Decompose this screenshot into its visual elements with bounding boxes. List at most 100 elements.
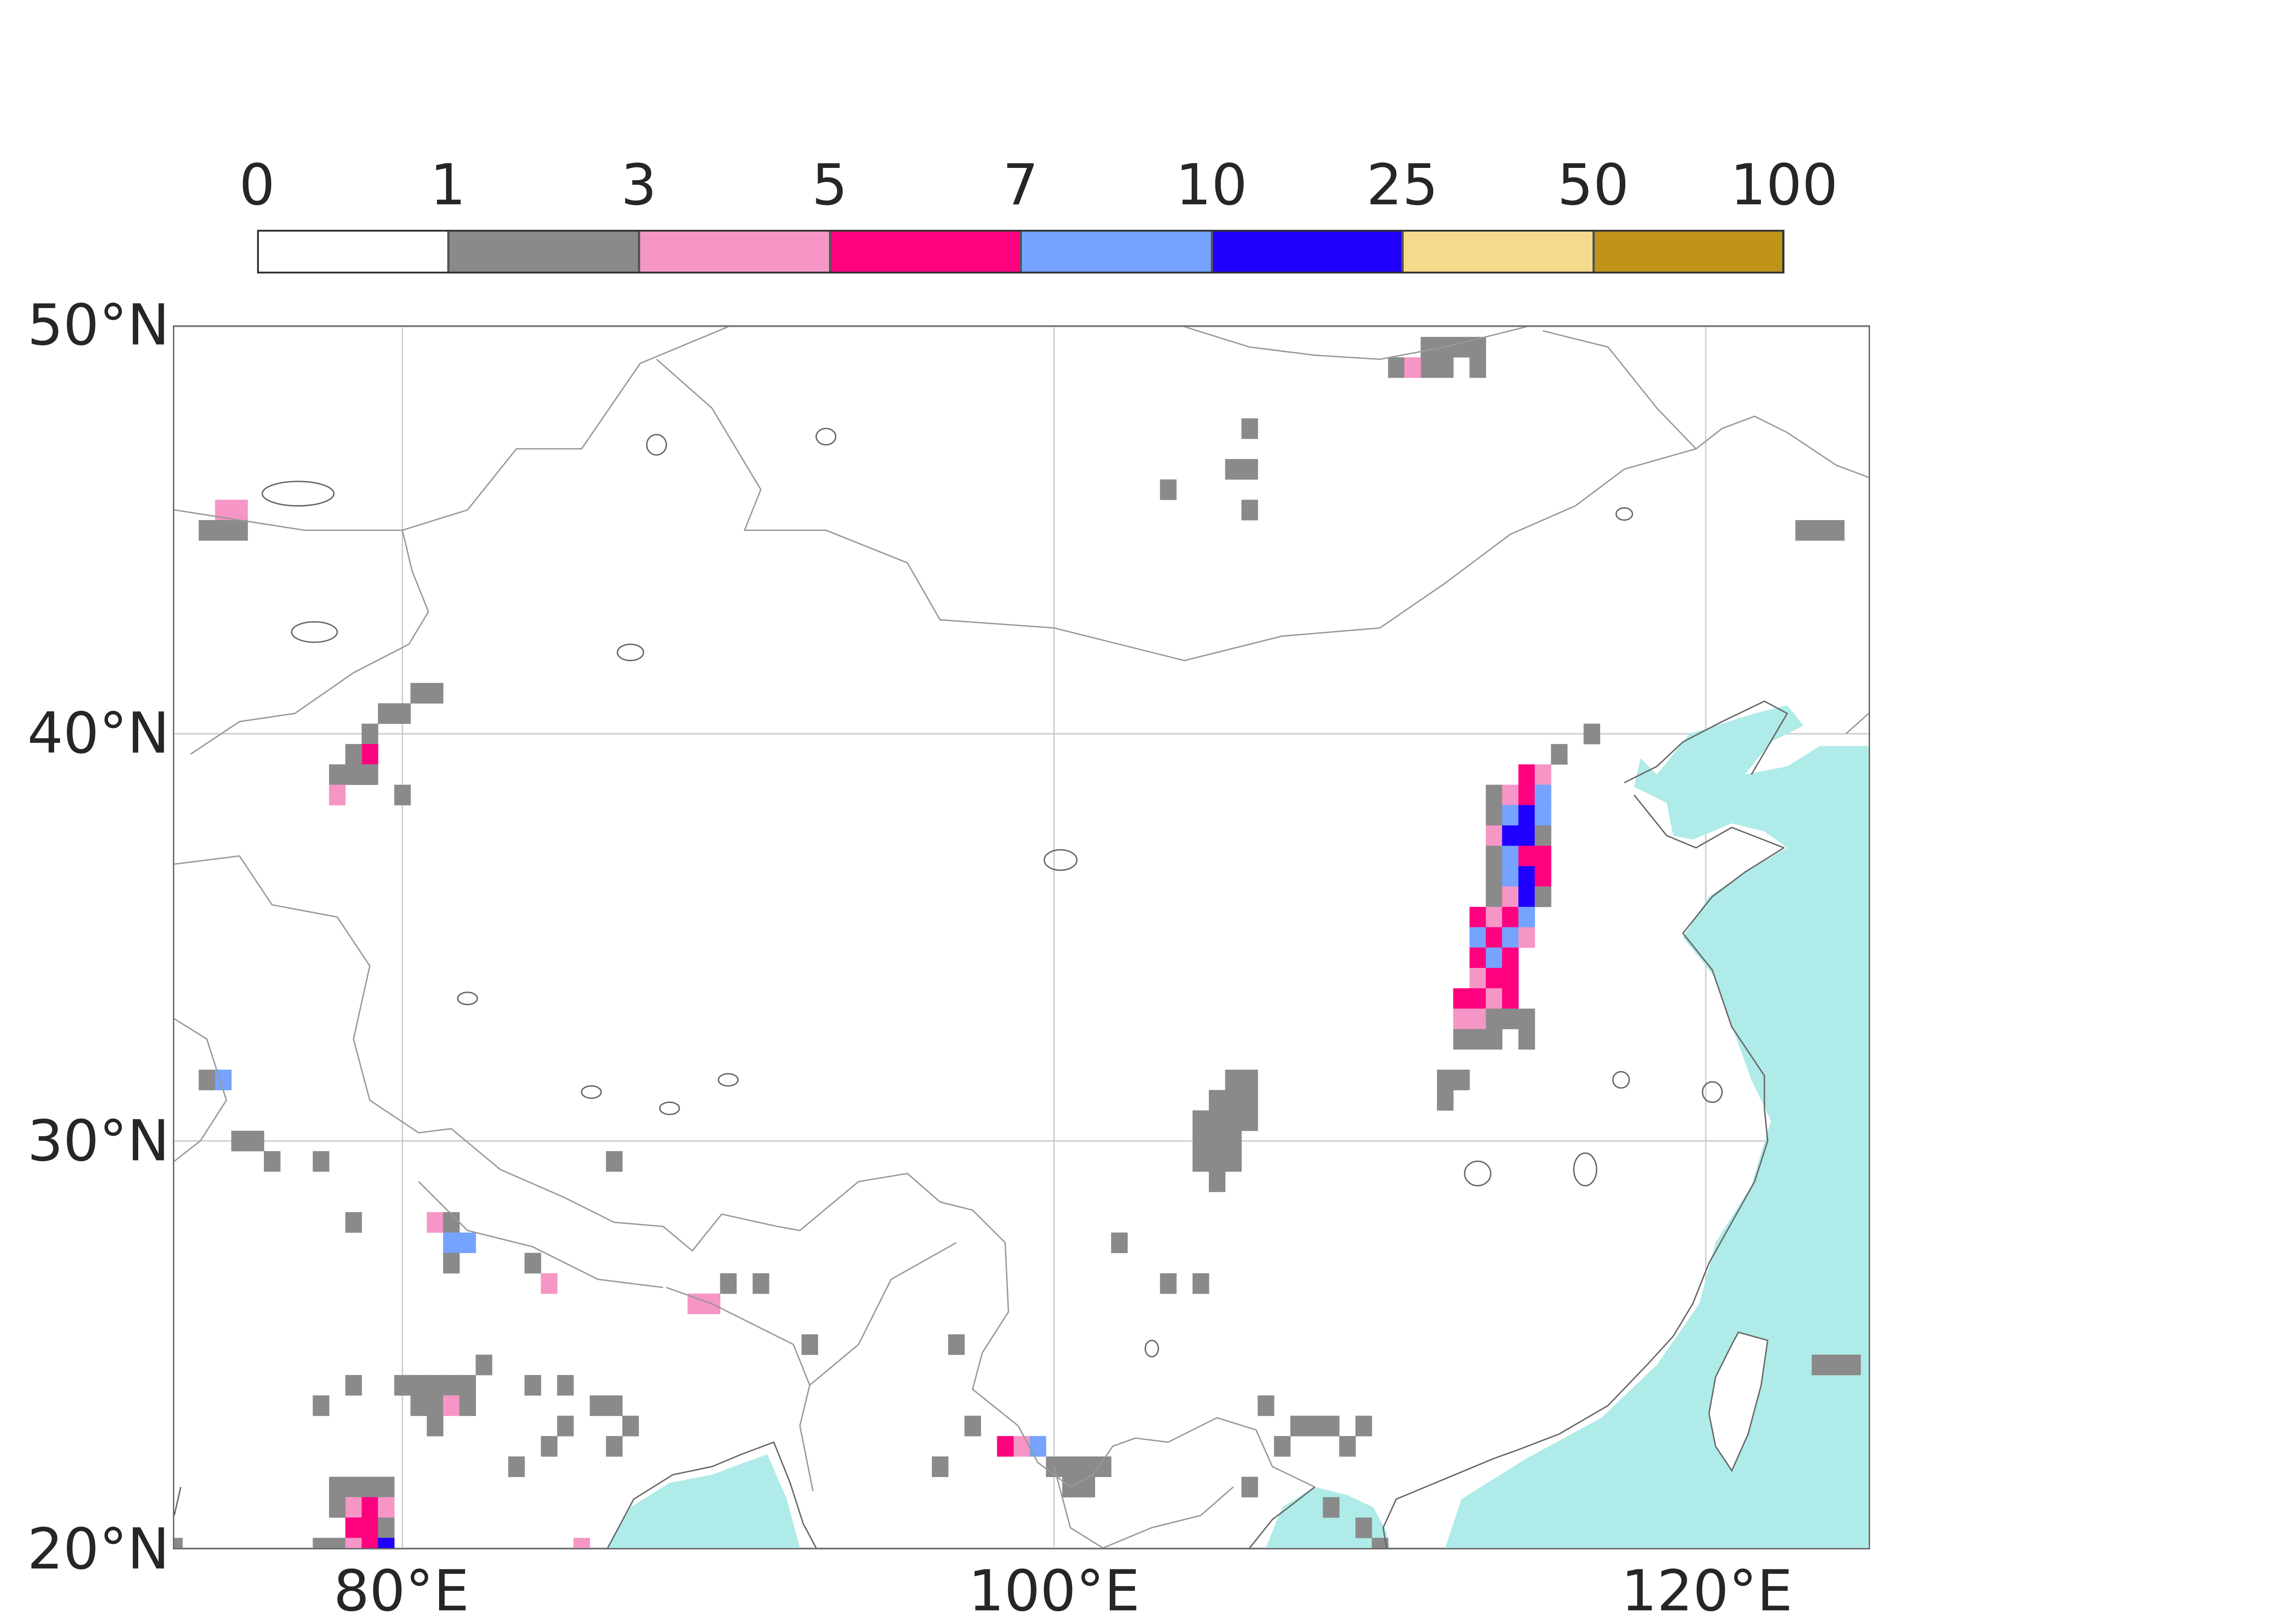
value-cell (1241, 500, 1258, 521)
value-cell (1241, 1069, 1258, 1091)
value-cell (1502, 988, 1519, 1009)
value-cell (1421, 357, 1437, 378)
value-cell (948, 1334, 965, 1355)
border-mongolia (656, 330, 1697, 662)
value-cell (1208, 1171, 1226, 1192)
value-cell (378, 1497, 395, 1518)
value-cell (329, 1497, 346, 1518)
value-cell (443, 1232, 460, 1253)
value-cell (1502, 825, 1519, 846)
value-cell (1469, 906, 1486, 928)
colorbar-swatch-5 (1211, 230, 1403, 273)
taiwan-island (1708, 1331, 1769, 1472)
value-cell (378, 1477, 395, 1498)
value-cell (524, 1375, 541, 1396)
value-cell (329, 1477, 346, 1498)
value-cell (1518, 845, 1535, 867)
value-cell (1241, 1110, 1258, 1131)
value-cell (1811, 1355, 1829, 1376)
value-cell (345, 764, 362, 785)
value-cell (248, 1130, 264, 1152)
value-cell (964, 1416, 981, 1437)
value-cell (1828, 1355, 1845, 1376)
border-russia-north (1184, 327, 1527, 360)
value-cell (215, 520, 232, 541)
value-cell (1795, 520, 1812, 541)
coastlines (174, 327, 1869, 1548)
value-cell (1518, 906, 1535, 928)
value-cell (427, 1395, 444, 1416)
value-cell (1241, 459, 1258, 480)
lake-outline (1573, 1152, 1598, 1187)
value-cell (1502, 845, 1519, 867)
value-cell (361, 1517, 379, 1538)
value-cell (231, 520, 248, 541)
value-cell (410, 1395, 427, 1416)
border-south-asia (174, 1018, 228, 1162)
value-cell (541, 1436, 558, 1457)
value-cell (1502, 906, 1519, 928)
value-cell (1258, 1395, 1274, 1416)
lake-outline (617, 643, 644, 662)
value-cell (263, 1151, 281, 1172)
value-cell (1518, 1029, 1535, 1050)
value-cell (1486, 1029, 1502, 1050)
value-cell (606, 1436, 623, 1457)
value-cell (1534, 886, 1552, 907)
value-cell (459, 1395, 476, 1416)
gridlines (174, 327, 1869, 1548)
colorbar-tick-label: 7 (1002, 152, 1039, 218)
value-cell (1225, 1130, 1242, 1152)
coast-tonkin (1249, 1486, 1315, 1548)
value-cell (345, 1538, 362, 1548)
value-cell (459, 1375, 476, 1396)
value-cell (361, 744, 379, 765)
value-cell (1486, 1008, 1502, 1029)
value-cell (1306, 1416, 1324, 1437)
value-cell (427, 683, 444, 704)
value-cell (1225, 1151, 1242, 1172)
value-cell (1013, 1436, 1030, 1457)
colorbar-swatch-1 (448, 230, 639, 273)
value-cell (427, 1375, 444, 1396)
value-cell (687, 1293, 704, 1315)
value-cell (1518, 825, 1535, 846)
value-cell (1502, 886, 1519, 907)
value-cell (590, 1395, 607, 1416)
value-cell (1323, 1497, 1340, 1518)
value-cell (459, 1232, 476, 1253)
value-cell (1518, 764, 1535, 785)
coast-bengal (607, 1441, 817, 1548)
value-cell (1192, 1130, 1209, 1152)
lake-outline (659, 1101, 680, 1115)
value-cell (1241, 418, 1258, 439)
value-cell (1502, 866, 1519, 887)
value-cell (1486, 947, 1502, 968)
lake-outline (646, 434, 667, 456)
value-cell (1355, 1517, 1372, 1538)
value-cell (1486, 784, 1502, 805)
value-cell (1828, 520, 1845, 541)
value-cell (1192, 1151, 1209, 1172)
value-cell (394, 703, 411, 724)
value-cell (1421, 337, 1437, 358)
value-cell (1274, 1436, 1291, 1457)
border-northeast (1695, 415, 1869, 478)
colorbar-tick-label: 50 (1557, 152, 1629, 218)
value-cell (932, 1456, 949, 1477)
value-cell (345, 1375, 362, 1396)
lon-tick-label: 120°E (1621, 1558, 1793, 1624)
coast-bohai (1624, 700, 1788, 784)
value-cell (1371, 1538, 1389, 1548)
value-cell (313, 1151, 329, 1172)
value-cells (174, 337, 1861, 1548)
value-cell (1388, 357, 1405, 378)
value-cell (1486, 988, 1502, 1009)
value-cell (329, 784, 346, 805)
colorbar-swatch-4 (1021, 230, 1212, 273)
lake-outline (1043, 849, 1078, 871)
border-north-korea (1845, 713, 1869, 734)
value-cell (1453, 1029, 1470, 1050)
value-cell (1811, 520, 1829, 541)
coast-west-india (174, 1487, 182, 1516)
